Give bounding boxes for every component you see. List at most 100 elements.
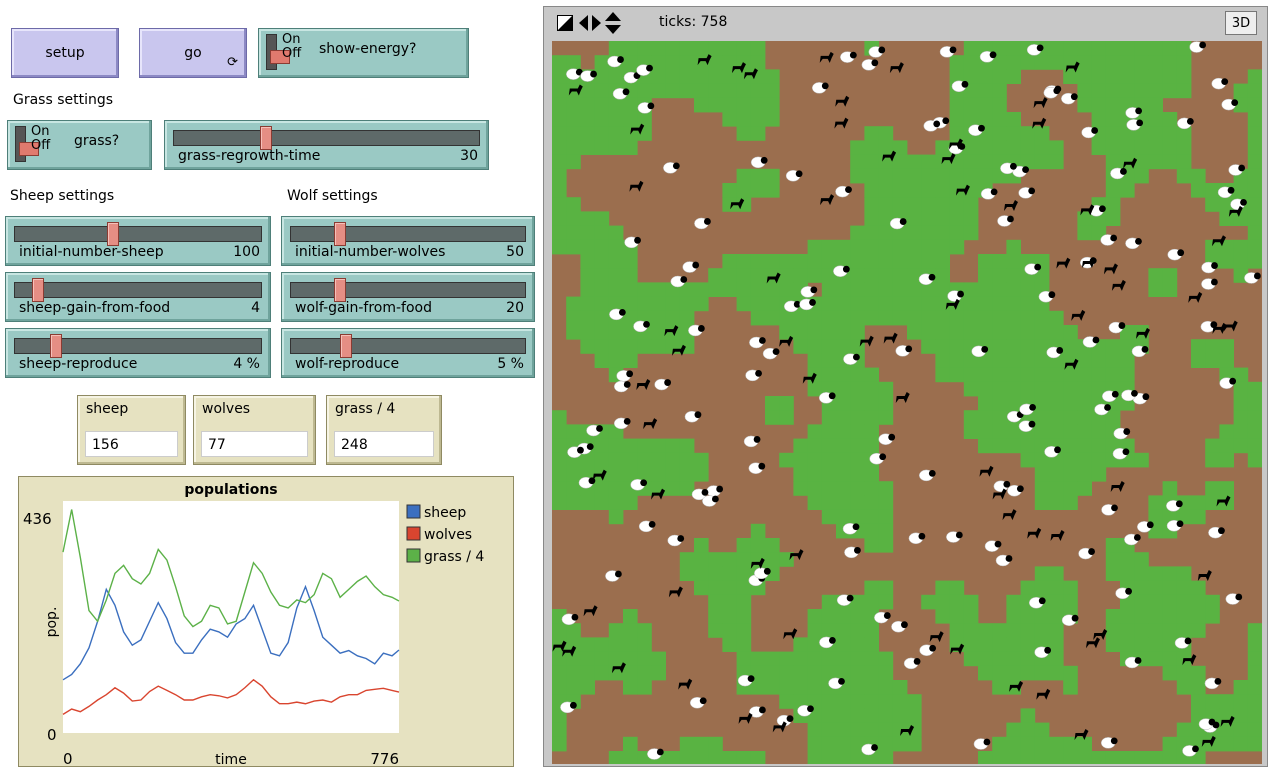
monitor-label: sheep (86, 401, 129, 417)
sheep-agent (799, 298, 816, 311)
wolf-agent (630, 123, 645, 135)
wolf-agent (1103, 263, 1118, 275)
y-axis-label: pop. (44, 607, 60, 638)
show-energy-label: show-energy? (319, 41, 417, 57)
sheep-agent (691, 488, 709, 501)
slider-thumb[interactable] (32, 278, 44, 302)
turtles (552, 41, 1261, 760)
slider-thumb[interactable] (334, 222, 346, 246)
sheep-agent (580, 70, 597, 82)
wolf-agent (834, 117, 849, 129)
x-axis-label: time (215, 752, 247, 766)
wolf-agent (1033, 97, 1048, 109)
wolf-agent (730, 198, 745, 210)
wolf-agent (583, 605, 598, 617)
wolf-agent (1002, 509, 1017, 521)
sheep-agent (1137, 521, 1154, 533)
switch-track[interactable] (266, 34, 290, 70)
slider-thumb[interactable] (340, 334, 352, 358)
sheep-reproduce-slider[interactable]: sheep-reproduce 4 % (5, 328, 271, 378)
sheep-agent (1166, 500, 1183, 512)
sheep-agent (1113, 427, 1131, 440)
slider-thumb[interactable] (107, 222, 119, 246)
sheep-agent (946, 531, 963, 543)
sheep-settings-heading: Sheep settings (10, 188, 115, 204)
slider-thumb[interactable] (260, 126, 272, 150)
x-tick-min: 0 (63, 750, 73, 766)
slider-track[interactable] (14, 222, 262, 246)
sheep-agent (560, 701, 577, 714)
slider-thumb[interactable] (50, 334, 62, 358)
wolf-agent (1182, 654, 1197, 666)
sheep-agent (743, 435, 761, 448)
legend-swatch (406, 504, 421, 519)
sheep-agent (1244, 272, 1261, 284)
wolf-agent (772, 721, 787, 733)
slider-thumb[interactable] (334, 278, 346, 302)
slider-track[interactable] (173, 126, 480, 150)
wolf-reproduce-slider[interactable]: wolf-reproduce 5 % (281, 328, 535, 378)
sheep-agent (1061, 614, 1079, 626)
horizontal-wrap-icon[interactable] (579, 15, 601, 31)
show-energy-switch[interactable]: On Off show-energy? (258, 28, 469, 78)
slider-track[interactable] (290, 334, 526, 358)
slider-value: 4 (251, 300, 260, 316)
3d-button[interactable]: 3D (1225, 11, 1257, 35)
wolf-agent (1223, 320, 1238, 332)
sheep-agent (947, 290, 964, 302)
wolf-agent (1080, 204, 1095, 216)
sheep-agent (1019, 403, 1036, 416)
wolf-agent (1212, 322, 1227, 334)
wolf-agent (651, 488, 666, 500)
switch-knob[interactable] (19, 142, 39, 156)
sheep-agent (919, 469, 936, 482)
go-button-label: go (184, 45, 202, 61)
initial-number-wolves-slider[interactable]: initial-number-wolves 50 (281, 216, 535, 266)
wolf-agent (979, 465, 994, 477)
sheep-agent (682, 261, 700, 273)
setup-button[interactable]: setup (11, 28, 119, 78)
grass-switch[interactable]: On Off grass? (7, 120, 152, 170)
switch-on-label: On (31, 124, 50, 139)
wolf-agent (592, 469, 607, 481)
slider-track[interactable] (290, 222, 526, 246)
wolf-agent (1074, 728, 1089, 740)
grass-regrowth-time-slider[interactable]: grass-regrowth-time 30 (164, 120, 489, 170)
sheep-agent (895, 345, 913, 357)
slider-track[interactable] (14, 278, 262, 302)
sheep-agent (1166, 520, 1184, 532)
go-button[interactable]: go ⟳ (139, 28, 247, 78)
sheep-agent (891, 620, 908, 633)
monitor-label: wolves (202, 401, 251, 417)
sheep-agent (835, 185, 852, 198)
slider-label: wolf-reproduce (295, 356, 400, 372)
wolf-agent (802, 372, 817, 384)
wolf-agent (611, 662, 626, 674)
sheep-agent (1082, 336, 1100, 348)
switch-knob[interactable] (270, 50, 290, 64)
wolf-agent (671, 344, 686, 356)
wolf-agent (882, 150, 897, 162)
sheep-agent (745, 369, 762, 382)
initial-number-sheep-slider[interactable]: initial-number-sheep 100 (5, 216, 271, 266)
wolf-agent (1032, 117, 1047, 129)
sheep-agent (840, 51, 857, 63)
wolf-agent (668, 586, 683, 598)
sheep-gain-from-food-slider[interactable]: sheep-gain-from-food 4 (5, 272, 271, 322)
view-size-icon[interactable] (557, 15, 573, 31)
sheep-agent (1124, 533, 1141, 546)
slider-track[interactable] (290, 278, 526, 302)
sheep-agent (812, 82, 829, 94)
switch-track[interactable] (15, 126, 39, 162)
vertical-wrap-icon[interactable] (605, 12, 621, 34)
sheep-agent (783, 300, 801, 313)
slider-track[interactable] (14, 334, 262, 358)
sheep-agent (1108, 321, 1126, 334)
wolf-agent (636, 378, 651, 390)
sheep-agent (1167, 248, 1185, 261)
sheep-agent (647, 748, 664, 760)
wolf-agent (1123, 157, 1138, 169)
wolf-agent (1071, 309, 1086, 321)
wolf-gain-from-food-slider[interactable]: wolf-gain-from-food 20 (281, 272, 535, 322)
sheep-agent (1228, 164, 1246, 176)
